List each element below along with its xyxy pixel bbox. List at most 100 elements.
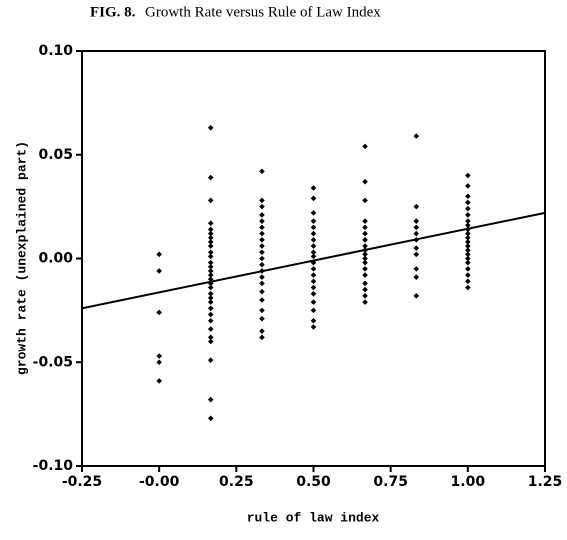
point [362,299,368,305]
point [413,218,420,224]
point [259,274,265,280]
point [465,172,471,179]
point [413,274,420,280]
point [310,253,317,260]
point [413,224,420,231]
point [310,272,317,278]
point [362,272,368,278]
x-tick-label: 0.25 [219,474,254,490]
point [465,243,471,249]
point [207,253,214,260]
point [156,359,162,366]
point [207,259,214,266]
point [207,334,214,341]
point [207,197,214,204]
point [362,178,368,185]
point [207,234,214,241]
point [207,338,214,345]
point [362,224,368,231]
point [310,290,317,297]
point [156,251,162,258]
point [207,326,214,332]
point [259,261,265,268]
point [465,218,471,224]
point [413,203,420,210]
point [465,278,471,285]
point [156,268,162,274]
y-tick-label: -0.05 [33,354,73,370]
point [310,218,317,224]
point [362,293,368,299]
point [413,251,420,258]
point [259,297,265,303]
y-axis-label: growth rate (unexplained part) [14,141,29,375]
x-tick-label: 1.25 [528,474,563,490]
point [310,210,317,216]
point [465,272,471,278]
point [362,218,368,224]
point [362,286,368,293]
point [259,249,265,256]
point [259,203,265,210]
point [259,224,265,231]
point [207,268,214,274]
point [207,230,214,237]
point [362,230,368,237]
point [413,133,420,139]
point [207,239,214,245]
x-tick-label: -0.25 [62,474,102,490]
point [207,174,214,181]
point [207,396,214,403]
point [259,288,265,295]
point [362,243,368,249]
point [362,259,368,266]
point [362,266,368,272]
x-tick-label: 1.00 [451,474,486,490]
point [207,284,214,291]
y-tick-label: 0.00 [38,251,73,267]
point [310,237,317,243]
point [465,255,471,262]
point [465,222,471,229]
point [259,307,265,314]
point [259,197,265,204]
figure-label: FIG. 8. [90,4,136,20]
point [465,212,471,218]
point [207,264,214,270]
x-tick-label: 0.75 [373,474,408,490]
point [362,237,368,243]
point [413,293,420,299]
point [465,183,471,189]
point [207,249,214,256]
point [465,251,471,258]
point [465,259,471,266]
point [156,353,162,359]
y-tick-label: 0.05 [38,147,73,163]
point [259,280,265,287]
point [207,311,214,318]
point [310,307,317,314]
x-axis-label: rule of law index [247,510,380,525]
point [465,247,471,253]
point [156,309,162,316]
point [465,205,471,212]
point [207,299,214,305]
point [310,230,317,237]
point [362,255,368,262]
point [207,290,214,297]
point [362,143,368,150]
point [156,378,162,384]
point [259,328,265,334]
x-tick-label: -0.00 [139,474,180,490]
point [259,230,265,237]
point [310,243,317,249]
point [465,239,471,245]
point [310,195,317,202]
chart-title: Growth Rate versus Rule of Law Index [145,4,381,20]
point [465,193,471,200]
fit-line [81,211,546,310]
point [207,317,214,324]
point [259,255,265,262]
point [207,280,214,287]
